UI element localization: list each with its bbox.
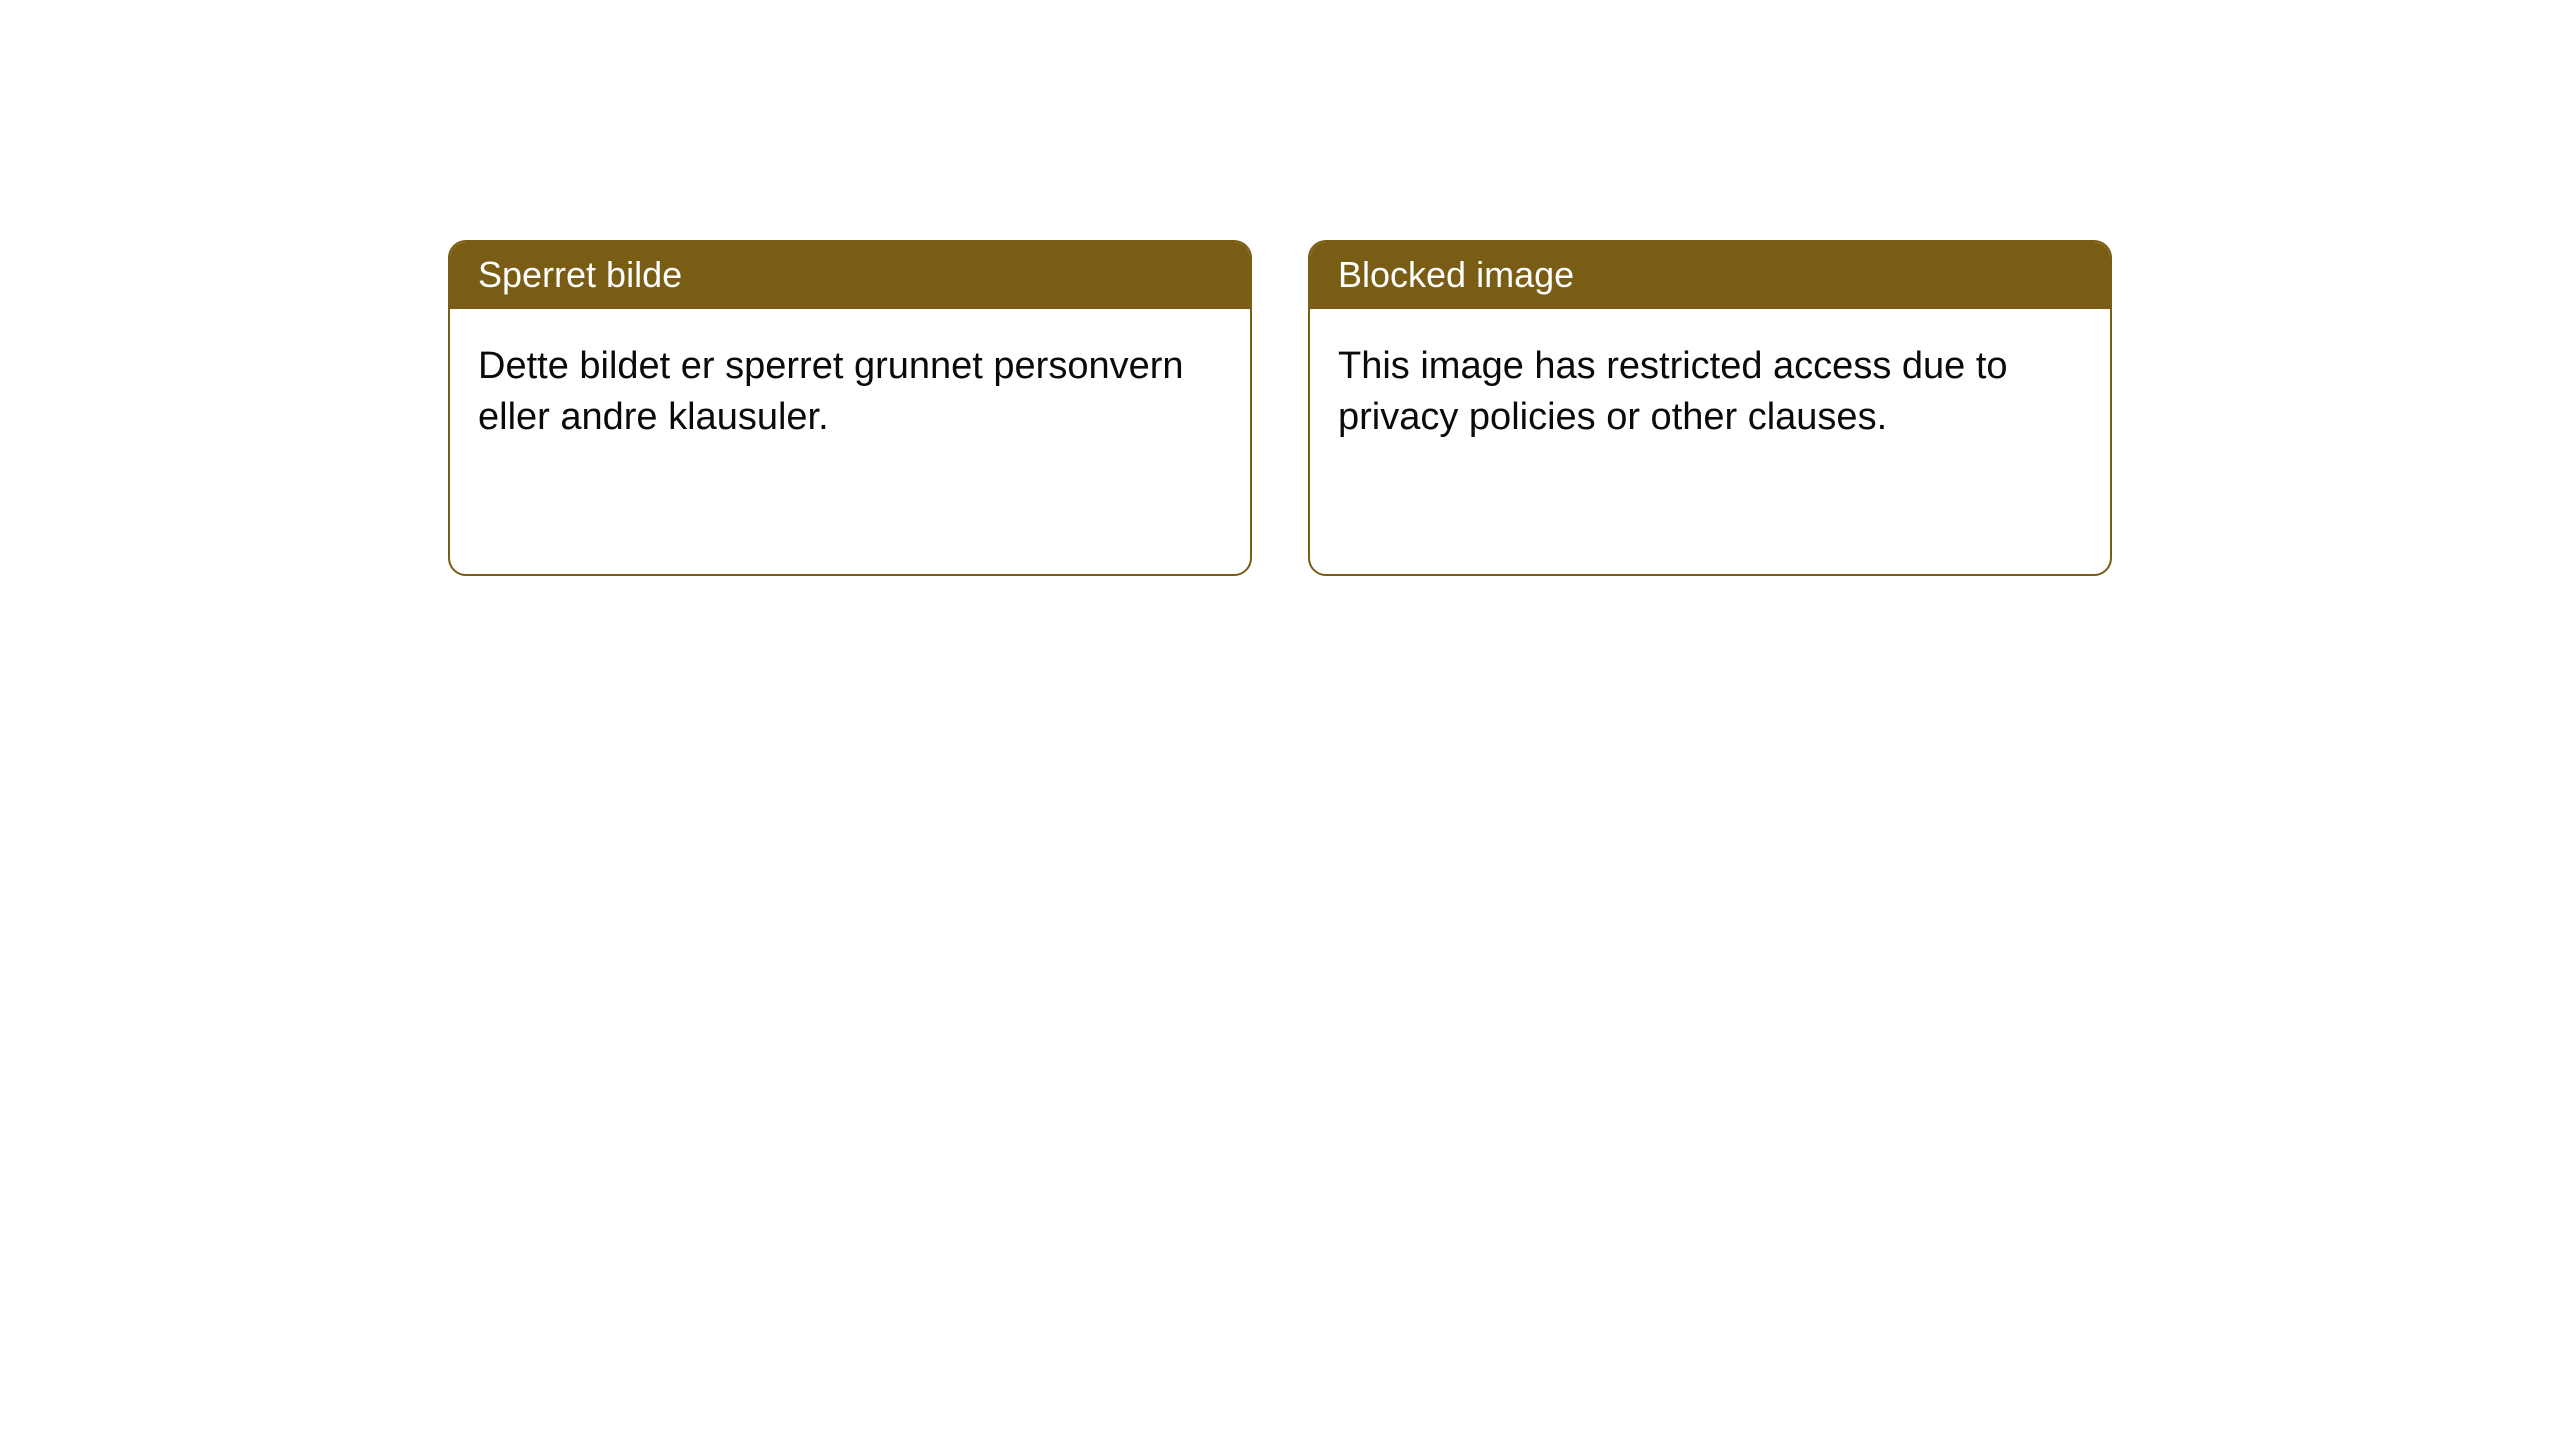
notice-body: This image has restricted access due to … [1310,309,2110,476]
notice-container: Sperret bilde Dette bildet er sperret gr… [0,0,2560,576]
notice-header: Sperret bilde [450,242,1250,309]
notice-card-english: Blocked image This image has restricted … [1308,240,2112,576]
notice-card-norwegian: Sperret bilde Dette bildet er sperret gr… [448,240,1252,576]
notice-header: Blocked image [1310,242,2110,309]
notice-body: Dette bildet er sperret grunnet personve… [450,309,1250,476]
